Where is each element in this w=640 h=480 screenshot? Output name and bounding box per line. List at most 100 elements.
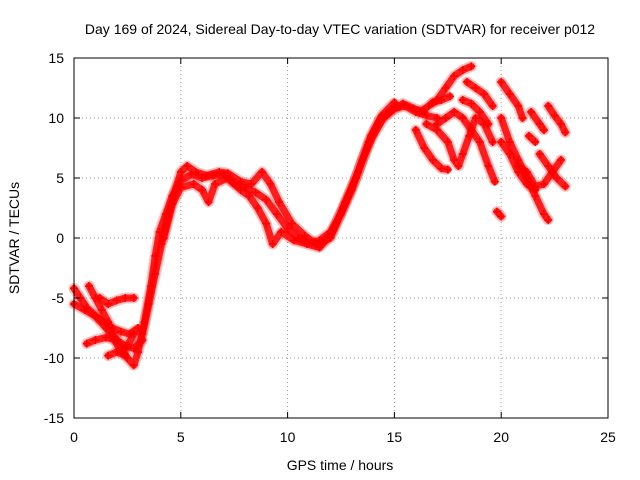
data-point-marker — [315, 243, 324, 252]
data-point-marker — [535, 150, 544, 158]
data-point-marker — [191, 168, 200, 176]
data-point-marker — [527, 108, 536, 116]
data-point-marker — [437, 164, 446, 173]
data-point-marker — [420, 144, 429, 152]
data-point-marker — [168, 200, 177, 209]
data-point-marker — [159, 234, 168, 242]
data-point-marker — [424, 102, 433, 110]
data-point-marker — [354, 168, 363, 176]
data-point-marker — [144, 300, 153, 308]
data-point-marker — [377, 111, 386, 120]
data-point-marker — [112, 348, 121, 356]
data-series-late-arc-f — [459, 96, 492, 128]
data-point-marker — [557, 120, 566, 128]
data-point-marker — [104, 351, 113, 360]
data-point-marker — [524, 132, 533, 140]
data-point-marker — [416, 108, 425, 116]
data-point-marker — [112, 336, 121, 344]
y-axis-label: SDTVAR / TECUs — [6, 182, 22, 294]
data-point-marker — [121, 294, 130, 302]
data-point-marker — [544, 162, 553, 170]
x-tick-label: 25 — [600, 429, 616, 445]
data-point-marker — [539, 210, 548, 218]
data-point-marker — [450, 108, 459, 116]
data-point-marker — [552, 174, 561, 182]
data-point-marker — [390, 98, 399, 107]
data-series-late-arc-h — [497, 78, 527, 122]
data-point-marker — [283, 224, 292, 233]
data-point-marker — [129, 361, 138, 370]
data-point-marker — [450, 156, 459, 164]
data-point-marker — [82, 303, 91, 312]
data-point-marker — [488, 102, 497, 110]
data-point-marker — [539, 180, 548, 188]
data-point-marker — [539, 126, 548, 134]
data-point-marker — [112, 296, 121, 305]
data-point-marker — [497, 78, 506, 86]
data-series-late-arc-d — [433, 108, 499, 186]
data-point-marker — [129, 294, 138, 302]
data-point-marker — [505, 150, 514, 158]
data-point-marker — [121, 342, 130, 350]
data-series-halo-main-band-b — [136, 98, 430, 340]
data-series-late-arc-a — [422, 114, 497, 170]
data-point-marker — [484, 162, 493, 170]
data-point-marker — [328, 228, 337, 236]
y-tick-label: 10 — [48, 110, 64, 126]
data-point-marker — [236, 186, 245, 194]
data-point-marker — [484, 120, 493, 128]
data-point-marker — [341, 198, 350, 206]
data-point-marker — [251, 188, 260, 197]
data-point-marker — [443, 138, 452, 146]
data-point-marker — [497, 138, 506, 146]
data-point-marker — [445, 92, 454, 101]
data-point-marker — [104, 300, 113, 308]
data-point-marker — [84, 282, 93, 290]
data-point-marker — [488, 138, 497, 146]
data-point-marker — [91, 312, 100, 320]
data-point-marker — [467, 126, 476, 134]
x-tick-label: 20 — [493, 429, 509, 445]
data-point-marker — [268, 240, 277, 248]
data-point-marker — [522, 168, 531, 176]
data-point-marker — [176, 168, 185, 176]
data-point-marker — [443, 165, 452, 174]
data-point-marker — [253, 204, 262, 212]
data-point-marker — [544, 102, 553, 110]
data-point-marker — [202, 171, 211, 180]
data-point-marker — [497, 114, 506, 122]
chart-title: Day 169 of 2024, Sidereal Day-to-day VTE… — [85, 21, 595, 37]
data-point-marker — [433, 120, 442, 128]
data-series-halo-late-arc-a — [420, 112, 499, 172]
data-series-main-band-a — [70, 102, 441, 369]
data-point-marker — [550, 111, 559, 120]
data-point-marker — [471, 114, 480, 122]
data-series-late-arc-o — [525, 132, 539, 146]
data-point-marker — [262, 195, 271, 204]
data-point-marker — [518, 114, 527, 122]
data-point-marker — [458, 150, 467, 158]
data-point-marker — [262, 219, 271, 228]
data-point-marker — [129, 344, 138, 353]
data-point-marker — [514, 102, 523, 110]
data-point-marker — [561, 182, 570, 191]
data-point-marker — [490, 177, 499, 186]
data-point-marker — [223, 174, 232, 182]
data-point-marker — [104, 318, 113, 326]
data-point-marker — [398, 99, 407, 108]
data-point-marker — [236, 177, 245, 186]
y-tick-label: 15 — [48, 50, 64, 66]
data-series-late-arc-g — [463, 78, 497, 110]
data-point-marker — [505, 138, 514, 146]
data-series-halo-late-arc-l — [525, 106, 550, 136]
data-point-marker — [116, 327, 125, 336]
data-point-marker — [450, 72, 459, 80]
data-point-marker — [411, 126, 420, 134]
data-point-marker — [458, 66, 467, 74]
y-tick-label: 5 — [56, 170, 64, 186]
data-point-marker — [97, 306, 106, 314]
y-tick-label: -15 — [44, 410, 64, 426]
data-point-marker — [287, 219, 296, 228]
data-point-marker — [441, 114, 450, 122]
y-tick-label: 0 — [56, 230, 64, 246]
